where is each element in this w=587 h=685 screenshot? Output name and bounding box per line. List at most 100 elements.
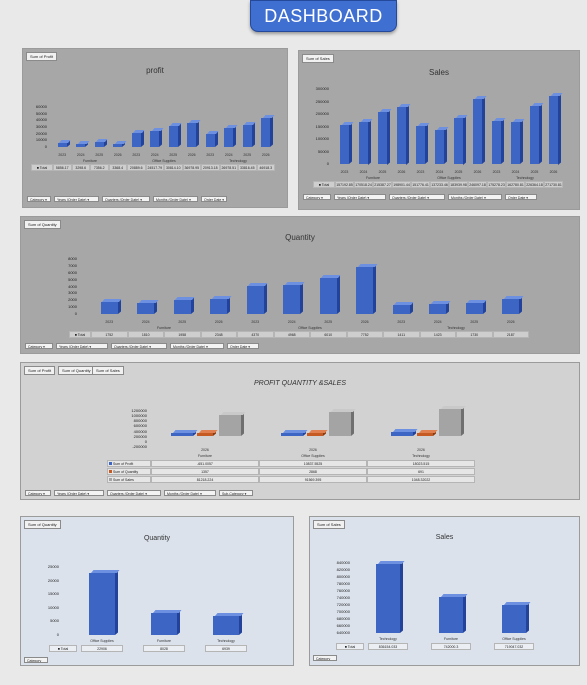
quantity_chart-year-label: 2026 xyxy=(214,320,223,324)
sales_chart-total-cell: 198901.44 xyxy=(392,181,411,188)
sales_chart-filter-2[interactable]: Quarters (Order Date) ▾ xyxy=(389,194,445,200)
profit_chart-tick: 50000 xyxy=(35,110,47,116)
quantity_chart-filter-3[interactable]: Months (Order Date) ▾ xyxy=(170,343,224,349)
sales_chart-bar-face xyxy=(473,99,482,164)
quantity_chart-bar-side xyxy=(519,296,523,314)
combo-filter-0[interactable]: Category ▾ xyxy=(25,490,51,496)
profit_chart-bar-side xyxy=(251,122,255,147)
quantity_chart-filter-1[interactable]: Years (Order Date) ▾ xyxy=(56,343,108,349)
profit_chart-filter-3[interactable]: Months (Order Date) ▾ xyxy=(153,196,198,202)
combo-quantity-cell: 2868 xyxy=(259,468,367,475)
sales_chart-tick: 150000 xyxy=(315,123,329,129)
combo-tick: 600000 xyxy=(133,423,147,429)
profit-field-tag[interactable]: Sum of Profit xyxy=(26,52,58,61)
sales_chart-bar-top xyxy=(417,123,430,126)
sales_by_cat-bar xyxy=(376,561,405,633)
quantity_chart-filter-0[interactable]: Category ▾ xyxy=(25,343,53,349)
sales_chart-bar-top xyxy=(474,96,487,99)
sales-chart-panel[interactable]: Sum of Sales Sales 300000 250000 200000 150… xyxy=(298,50,580,210)
sales_by_cat-total-cell: 719047.032 xyxy=(494,643,534,650)
quantity_chart-bar-top xyxy=(248,283,268,287)
sales_chart-filter-4[interactable]: Order Date ▾ xyxy=(505,194,537,200)
combo-sales-bar xyxy=(219,411,246,436)
combo-chart-title: PROFIT QUANTITY &SALES xyxy=(253,380,347,387)
profit_chart-tick: 20000 xyxy=(35,130,47,136)
sales_chart-filter-3[interactable]: Months (Order Date) ▾ xyxy=(448,194,502,200)
combo-filter-4[interactable]: Sub-Category ▾ xyxy=(219,490,253,496)
combo-tick: 0 xyxy=(144,438,147,444)
profit_chart-bar xyxy=(205,131,219,147)
sales_chart-year-label: 2023 xyxy=(340,170,349,174)
profit_chart-filter-2[interactable]: Quarters (Order Date) ▾ xyxy=(102,196,150,202)
combo-field-tag-0[interactable]: Sum of Profit xyxy=(24,366,56,375)
sales_chart-year-label: 2025 xyxy=(530,170,539,174)
sales_chart-bar xyxy=(473,96,487,164)
quantity_chart-filter-4[interactable]: Order Date ▾ xyxy=(227,343,259,349)
quantity-chart-panel[interactable]: Sum of Quantity Quantity 8000 7000 6000 500… xyxy=(20,216,580,354)
quantity-by-category-panel[interactable]: Sum of Quantity Quantity 25000 20000 15000… xyxy=(20,516,294,666)
quantity_chart-bar-side xyxy=(336,275,340,314)
sales_chart-filter-1[interactable]: Years (Order Date) ▾ xyxy=(334,194,386,200)
profit_chart-bar-face xyxy=(168,126,178,147)
sales_by_cat-total-cell: 836154.033 xyxy=(368,643,408,650)
combo-year-label: 2026 xyxy=(309,448,317,452)
quantity_chart-tick: 3000 xyxy=(68,290,77,296)
combo-field-tag-2[interactable]: Sum of Sales xyxy=(92,366,124,375)
sales_by_cat-total-label: ■ Total xyxy=(336,643,364,650)
profit_chart-filter-0[interactable]: Category ▾ xyxy=(27,196,51,202)
sales_by_cat-tick: 640000 xyxy=(336,630,350,635)
sales_by_cat-total-cell: 742000.3 xyxy=(431,643,471,650)
qcat-chart-title: Quantity xyxy=(143,535,171,542)
profit_chart-filter-1[interactable]: Years (Order Date) ▾ xyxy=(54,196,99,202)
profit_chart-year-label: 2024 xyxy=(224,153,233,157)
qcat-field-tag[interactable]: Sum of Quantity xyxy=(24,520,61,529)
quantity_chart-bar xyxy=(246,283,268,314)
quantity_chart-tick: 0 xyxy=(74,311,77,316)
combo-sales-cell: 81218.224 xyxy=(151,476,259,483)
profit_chart-total-cell: 20913.18 xyxy=(201,164,220,171)
quantity-field-tag[interactable]: Sum of Quantity xyxy=(24,220,61,229)
profit-chart-panel[interactable]: Sum of Profit profit 60000 50000 40000 3000… xyxy=(22,48,288,208)
profit_chart-bar-face xyxy=(242,124,252,147)
quantity_chart-bar-side xyxy=(373,264,377,314)
profit_chart-bar-side xyxy=(177,123,181,147)
quantity_chart-total-cell: 1810 xyxy=(127,331,164,338)
quantity_chart-bar-face xyxy=(210,298,228,314)
combo-profit-bar-top xyxy=(282,430,308,433)
profit_chart-total-cell: 46918.3 xyxy=(256,164,275,171)
sales-field-tag[interactable]: Sum of Sales xyxy=(302,54,334,63)
qcat-category-filter[interactable]: Category xyxy=(24,657,48,663)
quantity_chart-filter-2[interactable]: Quarters (Order Date) ▾ xyxy=(111,343,167,349)
scat-field-tag[interactable]: Sum of Sales xyxy=(313,520,345,529)
combo-quantity-bar-top xyxy=(308,430,328,433)
quantity_chart-total-cell: 2187 xyxy=(492,331,529,338)
sales-chart-title: Sales xyxy=(428,68,449,77)
combo-tick: 800000 xyxy=(133,418,147,424)
profit_chart-bar-side xyxy=(233,125,237,147)
profit_chart-bar xyxy=(131,129,145,147)
sales_chart-bar-top xyxy=(360,118,373,122)
combo-filter-1[interactable]: Years (Order Date) ▾ xyxy=(54,490,104,496)
scat-category-filter[interactable]: Category xyxy=(313,655,337,661)
combo-profit-bar xyxy=(391,429,418,436)
combo-chart-panel[interactable]: Sum of Profit Sum of Quantity Sum of Sales… xyxy=(20,362,580,500)
combo-quantity-bar xyxy=(307,430,328,436)
sales_chart-filter-0[interactable]: Category ▾ xyxy=(303,194,331,200)
quantity_chart-total-label: ■ Total xyxy=(69,331,91,338)
sales_chart-year-label: 2023 xyxy=(416,170,425,174)
profit_chart-year-label: 2023 xyxy=(58,153,67,157)
profit-chart-title: profit xyxy=(146,66,164,75)
quantity_chart-bar-face xyxy=(356,266,374,314)
combo-profit-cell: -651.0057 xyxy=(151,460,259,467)
sales_chart-bar-face xyxy=(416,126,425,164)
combo-filter-3[interactable]: Months (Order Date) ▾ xyxy=(164,490,216,496)
profit_chart-total-cell: 26978.51 xyxy=(219,164,238,171)
sales-by-category-panel[interactable]: Sum of Sales Sales 840000 820000 800000 780… xyxy=(309,516,580,666)
combo-field-tag-1[interactable]: Sum of Quantity xyxy=(58,366,95,375)
profit_chart-filter-4[interactable]: Order Date ▾ xyxy=(201,196,227,202)
combo-filter-2[interactable]: Quarters (Order Date) ▾ xyxy=(107,490,161,496)
profit_chart-year-label: 2024 xyxy=(76,153,85,157)
quantity_chart-bar-face xyxy=(465,302,483,314)
combo-sales-bar-side xyxy=(351,409,354,436)
profit_chart-total-cell: 7356.2 xyxy=(90,164,109,171)
